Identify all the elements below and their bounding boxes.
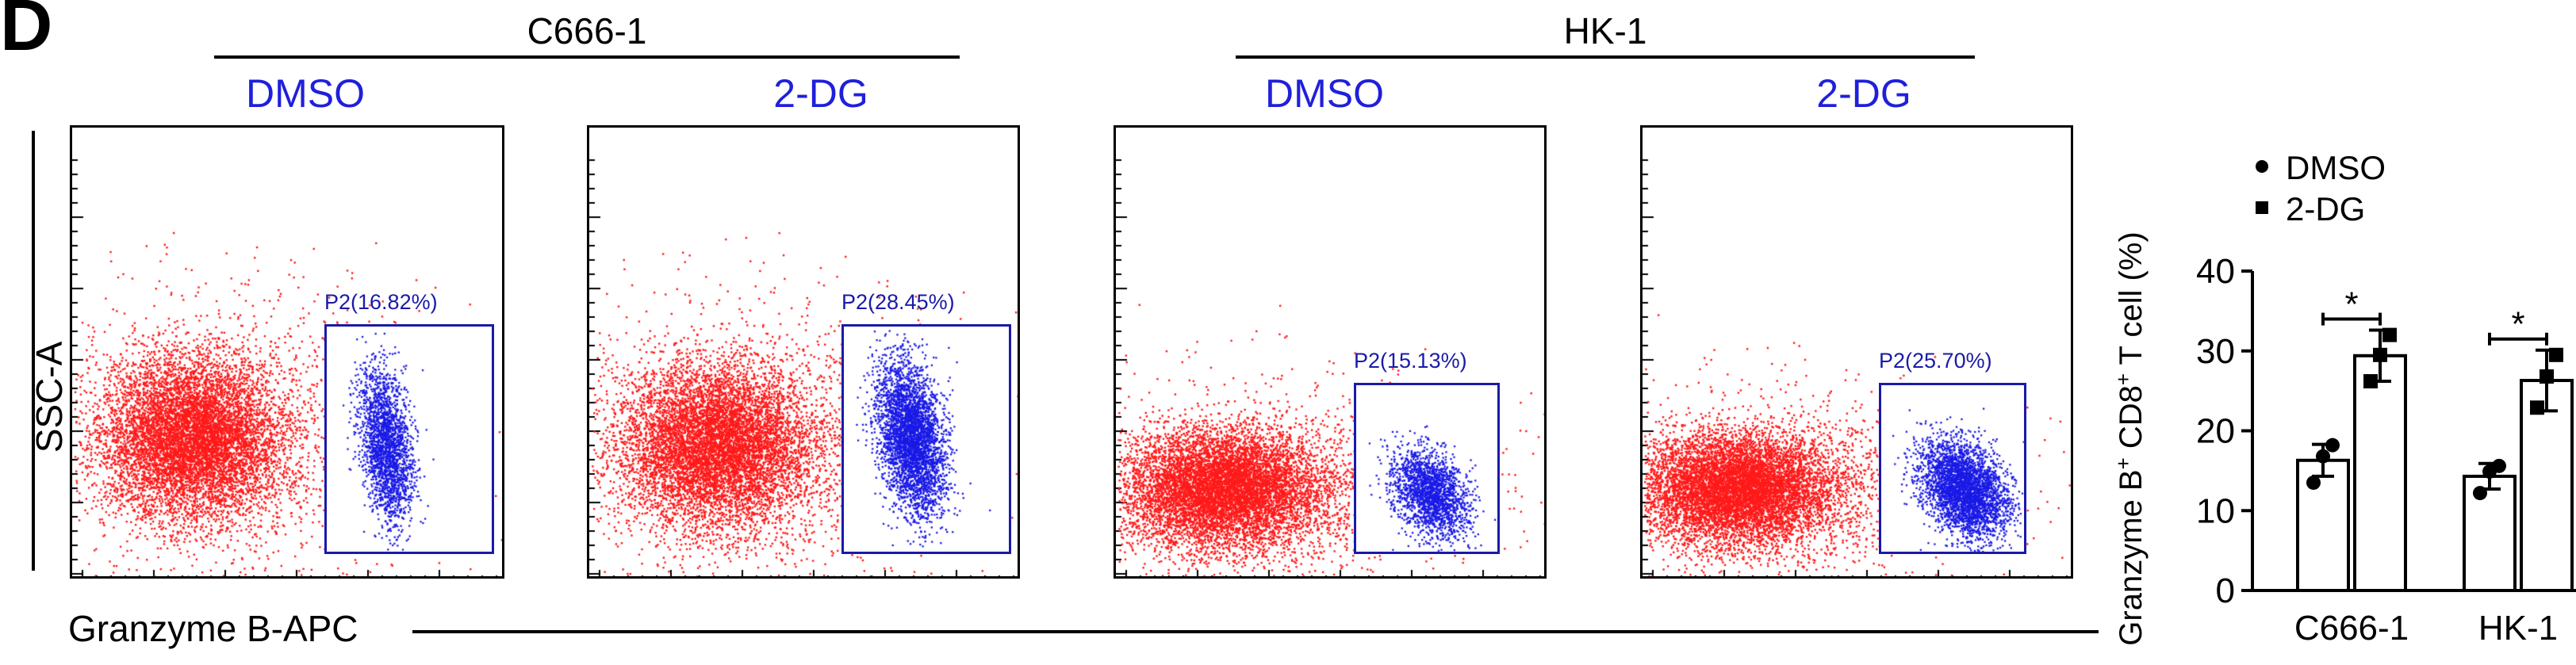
gate-label-3: P2(15.13%) xyxy=(1354,349,1467,373)
gate-box-2 xyxy=(841,324,1011,554)
group-title-hk-1: HK-1 xyxy=(1563,10,1647,52)
bar-y-axis-title: Granzyme B+ CD8+ T cell (%) xyxy=(2111,231,2149,645)
bar-HK-1-DMSO xyxy=(2463,474,2517,592)
bar-C666-1-2-DG xyxy=(2353,354,2407,592)
condition-label-4: 2-DG xyxy=(1816,71,1911,116)
sig-label-1: * xyxy=(2511,305,2524,344)
bar-chart: 0 10 20 30 40 Granzyme B+ CD8+ T cell (%) DMSO… xyxy=(2111,149,2576,648)
gate-label-1: P2(16.82%) xyxy=(324,290,438,314)
flow-scatter-1 xyxy=(72,128,502,576)
flow-plot-2: P2(28.45%) xyxy=(587,125,1020,579)
flow-scatter-2 xyxy=(589,128,1018,576)
panel-letter: D xyxy=(0,0,53,66)
sig-label-0: * xyxy=(2344,285,2358,324)
bar-C666-1-DMSO xyxy=(2296,458,2350,592)
point-1-0-2 xyxy=(2492,458,2506,473)
condition-label-1: DMSO xyxy=(246,71,365,116)
flow-y-axis-title: SSC-A xyxy=(29,341,70,453)
legend-marker-0 xyxy=(2256,160,2268,173)
group-title-c666-1: C666-1 xyxy=(527,10,647,52)
apc-axis-line xyxy=(412,630,2099,633)
condition-label-3: DMSO xyxy=(1265,71,1384,116)
gate-label-4: P2(25.70%) xyxy=(1879,349,1992,373)
point-1-1-1 xyxy=(2540,369,2554,384)
flow-x-axis-title: Granzyme B-APC xyxy=(68,608,358,649)
point-1-1-2 xyxy=(2549,347,2563,362)
y-tick-label-3: 30 xyxy=(2196,332,2235,371)
flow-scatter-3 xyxy=(1116,128,1544,576)
flow-plot-3: P2(15.13%) xyxy=(1114,125,1547,579)
point-0-1-2 xyxy=(2382,327,2397,342)
flow-scatter-4 xyxy=(1643,128,2071,576)
category-label-0: C666-1 xyxy=(2294,609,2409,648)
flow-plot-1: P2(16.82%) xyxy=(70,125,504,579)
y-tick-label-2: 20 xyxy=(2196,412,2235,451)
group-underline-hk-1 xyxy=(1236,55,1975,59)
point-0-1-0 xyxy=(2363,374,2378,389)
group-underline-c666-1 xyxy=(214,55,960,59)
legend-marker-1 xyxy=(2256,201,2268,214)
point-0-0-2 xyxy=(2325,438,2340,453)
ssc-axis-line xyxy=(32,131,35,571)
legend-label-0: DMSO xyxy=(2286,149,2386,186)
point-0-0-0 xyxy=(2306,475,2321,490)
gate-box-4 xyxy=(1879,383,2026,554)
flow-plot-4: P2(25.70%) xyxy=(1640,125,2073,579)
point-0-1-1 xyxy=(2373,347,2387,362)
gate-box-3 xyxy=(1354,383,1500,554)
point-1-1-0 xyxy=(2530,400,2544,415)
gate-box-1 xyxy=(324,324,494,554)
y-tick-label-0: 0 xyxy=(2216,571,2235,610)
legend-label-1: 2-DG xyxy=(2286,190,2365,227)
condition-label-2: 2-DG xyxy=(773,71,868,116)
category-label-1: HK-1 xyxy=(2478,609,2558,648)
point-1-0-0 xyxy=(2473,486,2487,501)
gate-label-2: P2(28.45%) xyxy=(841,290,955,314)
point-0-0-1 xyxy=(2316,449,2330,464)
y-tick-label-1: 10 xyxy=(2196,491,2235,530)
y-tick-label-4: 40 xyxy=(2196,252,2235,291)
bar-HK-1-2-DG xyxy=(2520,379,2574,592)
